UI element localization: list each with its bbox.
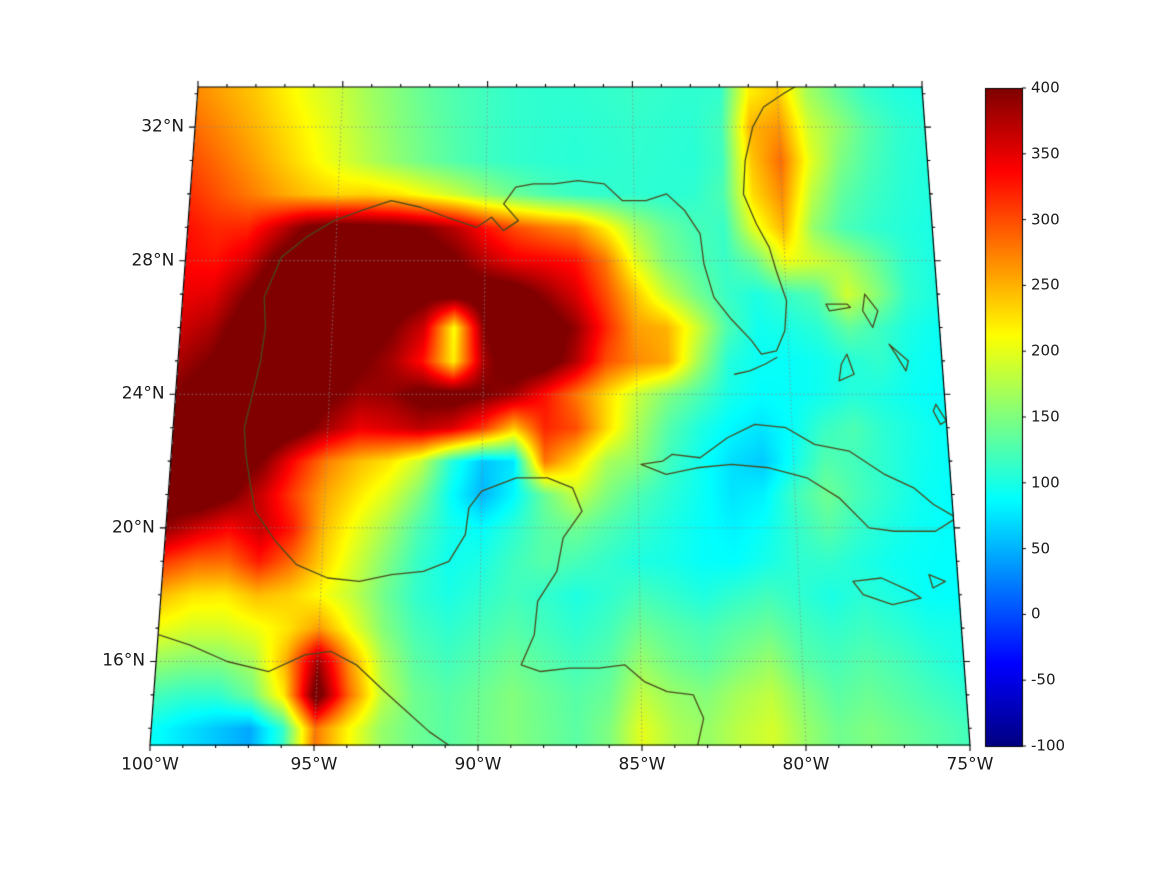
lat-tick-label: 16°N [102,650,146,671]
lat-tick-label: 20°N [111,517,155,538]
colorbar-tick-label: 150 [1031,407,1060,426]
colorbar-tick-label: 50 [1031,539,1051,558]
lon-tick-label: 100°W [121,754,179,775]
lat-tick-label: 32°N [141,116,185,137]
colorbar-tick-label: 200 [1031,341,1060,360]
lon-tick-label: 90°W [454,754,502,775]
colorbar-tick-label: 300 [1031,210,1060,229]
lat-tick-label: 24°N [121,383,165,404]
lat-tick-label: 28°N [131,250,175,271]
colorbar-tick-label: 100 [1031,473,1060,492]
lon-tick-label: 80°W [782,754,830,775]
lon-tick-label: 75°W [946,754,994,775]
colorbar-tick-label: 250 [1031,275,1060,294]
colorbar-tick-label: 0 [1031,604,1041,623]
lon-tick-label: 85°W [618,754,666,775]
lon-tick-label: 95°W [290,754,338,775]
colorbar-tick-label: -50 [1031,670,1056,689]
colorbar-tick-label: 400 [1031,78,1060,97]
colorbar-tick-label: -100 [1031,736,1066,755]
colorbar-tick-label: 350 [1031,144,1060,163]
